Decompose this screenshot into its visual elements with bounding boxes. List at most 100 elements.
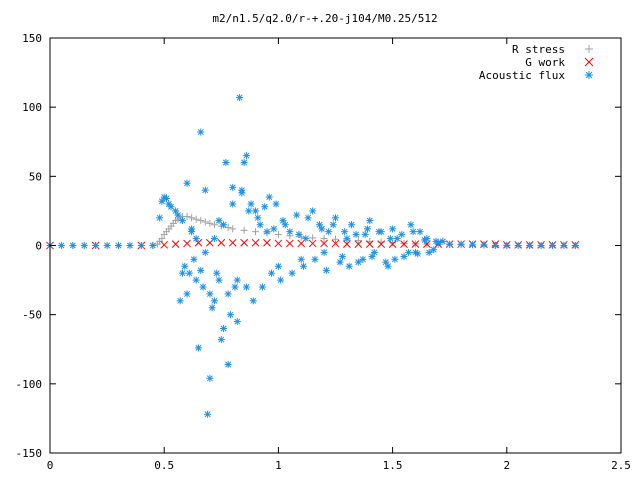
data-point — [190, 255, 198, 263]
data-point — [425, 248, 433, 256]
data-point — [322, 266, 330, 274]
plot-border — [49, 37, 622, 454]
data-point — [197, 217, 205, 225]
data-point — [571, 242, 579, 249]
data-point — [400, 240, 408, 248]
data-point — [229, 200, 237, 208]
data-point — [409, 228, 417, 236]
data-point — [368, 253, 376, 261]
data-point — [162, 194, 170, 202]
data-point — [197, 266, 205, 274]
data-point — [341, 228, 349, 236]
x-tick-label: 2.5 — [611, 459, 631, 472]
data-point — [224, 290, 232, 298]
data-point — [245, 207, 253, 215]
data-point — [365, 240, 374, 248]
data-point — [210, 221, 218, 229]
data-point — [320, 239, 328, 248]
data-point — [126, 242, 134, 249]
data-point — [311, 255, 319, 263]
data-point — [386, 235, 394, 243]
data-point — [69, 242, 77, 249]
data-point — [377, 240, 386, 248]
y-tick-label: -50 — [22, 309, 42, 322]
data-point — [274, 262, 282, 270]
data-point — [171, 240, 180, 248]
data-point — [247, 200, 255, 208]
data-point — [288, 269, 296, 277]
data-point — [309, 234, 317, 242]
data-point — [252, 228, 260, 236]
data-point — [359, 255, 367, 263]
legend-marker — [585, 45, 593, 53]
data-point — [233, 276, 241, 284]
data-point — [457, 240, 465, 248]
data-point — [439, 237, 447, 245]
data-point — [213, 269, 221, 277]
data-point — [240, 226, 248, 234]
data-point — [270, 225, 278, 233]
x-tick-label: 0 — [47, 459, 54, 472]
data-point — [92, 242, 100, 249]
data-point — [382, 258, 390, 266]
data-point — [354, 237, 362, 245]
data-point — [430, 246, 438, 254]
data-point — [503, 242, 511, 249]
data-point — [242, 152, 250, 160]
data-point — [526, 242, 534, 249]
data-point — [295, 230, 303, 238]
data-point — [222, 159, 230, 166]
data-point — [192, 235, 200, 243]
data-point — [149, 242, 157, 249]
data-point — [293, 211, 301, 219]
legend-marker — [585, 71, 593, 79]
data-point — [361, 230, 369, 238]
data-point — [183, 239, 191, 248]
data-point — [366, 217, 374, 225]
data-point — [252, 207, 260, 215]
data-point — [432, 237, 440, 245]
data-point — [183, 179, 191, 187]
data-point — [398, 230, 406, 238]
data-point — [201, 248, 209, 256]
data-point — [411, 240, 420, 248]
data-point — [228, 238, 237, 247]
data-point — [240, 238, 248, 247]
data-point — [201, 186, 209, 194]
data-point — [236, 93, 244, 101]
data-point — [363, 225, 371, 233]
series-acoustic-flux — [46, 93, 579, 418]
data-point — [188, 214, 196, 222]
x-tick-label: 2 — [503, 459, 510, 472]
data-point — [325, 228, 333, 236]
data-point — [206, 219, 214, 227]
data-point — [345, 262, 353, 270]
data-point — [407, 221, 415, 229]
data-point — [192, 215, 200, 223]
data-point — [331, 239, 340, 248]
data-point — [254, 214, 262, 222]
data-point — [274, 230, 282, 238]
x-tick-label: 1 — [275, 459, 282, 472]
y-tick-label: -100 — [16, 378, 43, 391]
legend-marker — [584, 57, 594, 67]
y-tick-label: -150 — [16, 447, 43, 460]
data-point — [405, 248, 413, 256]
data-point — [183, 290, 191, 298]
data-point — [137, 242, 145, 249]
data-point — [229, 225, 237, 233]
data-point — [176, 297, 184, 305]
data-point — [302, 235, 310, 243]
data-point — [256, 221, 264, 229]
data-point — [215, 217, 223, 225]
chart-title: m2/n1.5/q2.0/r-+.20-j104/M0.25/512 — [212, 12, 437, 25]
data-point — [548, 242, 556, 249]
data-point — [217, 238, 226, 247]
data-point — [537, 242, 545, 249]
data-point — [308, 239, 317, 248]
data-point — [224, 360, 232, 368]
data-point — [192, 276, 200, 284]
data-point — [318, 225, 326, 233]
data-point — [210, 297, 218, 305]
